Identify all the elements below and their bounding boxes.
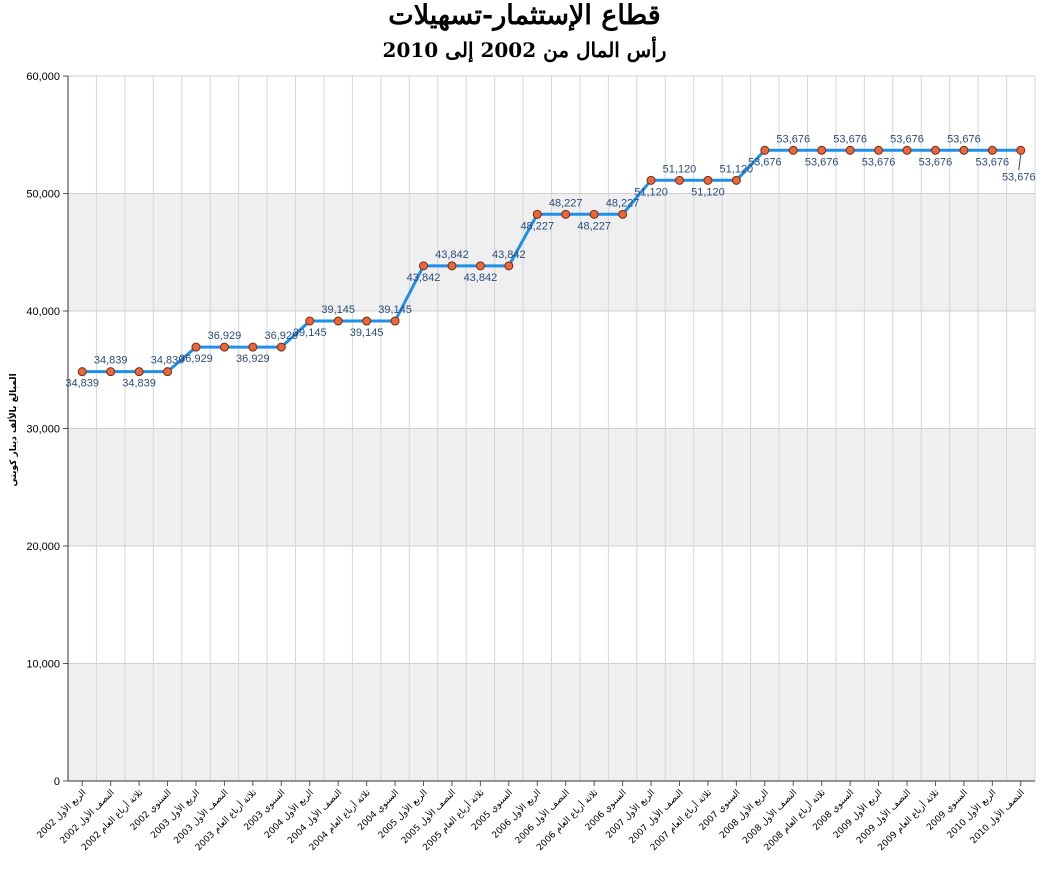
- x-tick-label: الربع الأول 2010: [944, 787, 998, 841]
- data-label: 51,120: [663, 163, 697, 175]
- data-point: [333, 316, 343, 326]
- chart-subtitle: رأس المال من 2002 إلى 2010: [382, 38, 667, 62]
- series-line: [82, 148, 1021, 374]
- data-point: [77, 367, 87, 377]
- data-point: [674, 175, 684, 185]
- data-label: 53,676: [776, 133, 810, 145]
- data-point: [305, 316, 315, 326]
- data-label: 43,842: [407, 272, 441, 284]
- y-tick-label: 60,000: [26, 71, 60, 83]
- data-point: [475, 261, 485, 271]
- data-label: 53,676: [862, 156, 896, 168]
- data-point: [504, 261, 514, 271]
- data-point: [845, 145, 855, 155]
- data-point: [731, 175, 741, 185]
- data-point: [390, 316, 400, 326]
- data-label: 48,227: [549, 197, 583, 209]
- data-label: 39,145: [378, 304, 412, 316]
- data-label: 48,227: [606, 197, 640, 209]
- data-label: 36,929: [236, 353, 270, 365]
- data-point: [902, 145, 912, 155]
- data-point: [134, 367, 144, 377]
- data-label: 34,839: [151, 355, 185, 367]
- data-point: [561, 209, 571, 219]
- data-point: [930, 145, 940, 155]
- data-label: 34,839: [122, 378, 156, 390]
- data-point: [760, 145, 770, 155]
- data-point: [817, 145, 827, 155]
- data-label: 36,929: [264, 330, 298, 342]
- data-label: 39,145: [293, 327, 327, 339]
- data-label: 48,227: [520, 220, 554, 232]
- data-label: 51,120: [691, 186, 725, 198]
- data-label: 39,145: [350, 327, 384, 339]
- data-label: 53,676: [833, 133, 867, 145]
- data-label: 39,145: [321, 304, 355, 316]
- data-point: [191, 342, 201, 352]
- data-point: [248, 342, 258, 352]
- y-tick-label: 50,000: [26, 189, 60, 201]
- data-label: 43,842: [492, 249, 526, 261]
- data-label: 43,842: [435, 249, 469, 261]
- y-tick-label: 10,000: [26, 659, 60, 671]
- data-label: 48,227: [577, 220, 611, 232]
- label-leader-line: [1018, 154, 1022, 171]
- x-tick-label: الربع الأول 2003: [148, 787, 202, 841]
- data-label: 34,839: [65, 378, 99, 390]
- data-point: [646, 175, 656, 185]
- data-point: [163, 367, 173, 377]
- data-point: [447, 261, 457, 271]
- data-label: 53,676: [748, 156, 782, 168]
- data-point: [106, 367, 116, 377]
- data-point: [874, 145, 884, 155]
- data-label: 34,839: [94, 355, 128, 367]
- data-point: [219, 342, 229, 352]
- data-label: 53,676: [919, 156, 953, 168]
- y-tick-label: 30,000: [26, 424, 60, 436]
- y-tick-label: 0: [54, 776, 60, 788]
- data-point: [1016, 145, 1026, 155]
- data-point: [703, 175, 713, 185]
- x-tick-label: الربع الأول 2009: [830, 787, 884, 841]
- data-point: [276, 342, 286, 352]
- x-tick-label: الربع الأول 2005: [375, 787, 429, 841]
- data-label: 53,676: [976, 156, 1010, 168]
- data-point: [987, 145, 997, 155]
- data-label: 36,929: [208, 330, 242, 342]
- y-tick-label: 20,000: [26, 541, 60, 553]
- data-point: [362, 316, 372, 326]
- data-label: 53,676: [890, 133, 924, 145]
- data-point: [788, 145, 798, 155]
- data-point: [532, 209, 542, 219]
- data-label: 51,120: [720, 163, 754, 175]
- data-point: [618, 209, 628, 219]
- data-label: 36,929: [179, 353, 213, 365]
- y-tick-label: 40,000: [26, 306, 60, 318]
- x-tick-label: الربع الأول 2004: [262, 787, 316, 841]
- data-label: 53,676: [947, 133, 981, 145]
- data-label: 53,676: [1002, 171, 1036, 183]
- x-tick-label: الربع الأول 2006: [489, 787, 543, 841]
- data-label: 53,676: [805, 156, 839, 168]
- x-tick-label: الربع الأول 2008: [717, 787, 771, 841]
- x-tick-label: الربع الأول 2002: [34, 787, 88, 841]
- data-point: [419, 261, 429, 271]
- data-label: 51,120: [634, 186, 668, 198]
- data-label: 43,842: [464, 272, 498, 284]
- chart-title: قطاع الإستثمار-تسهيلات: [388, 0, 661, 31]
- data-point: [589, 209, 599, 219]
- data-point: [959, 145, 969, 155]
- x-tick-label: الربع الأول 2007: [603, 787, 657, 841]
